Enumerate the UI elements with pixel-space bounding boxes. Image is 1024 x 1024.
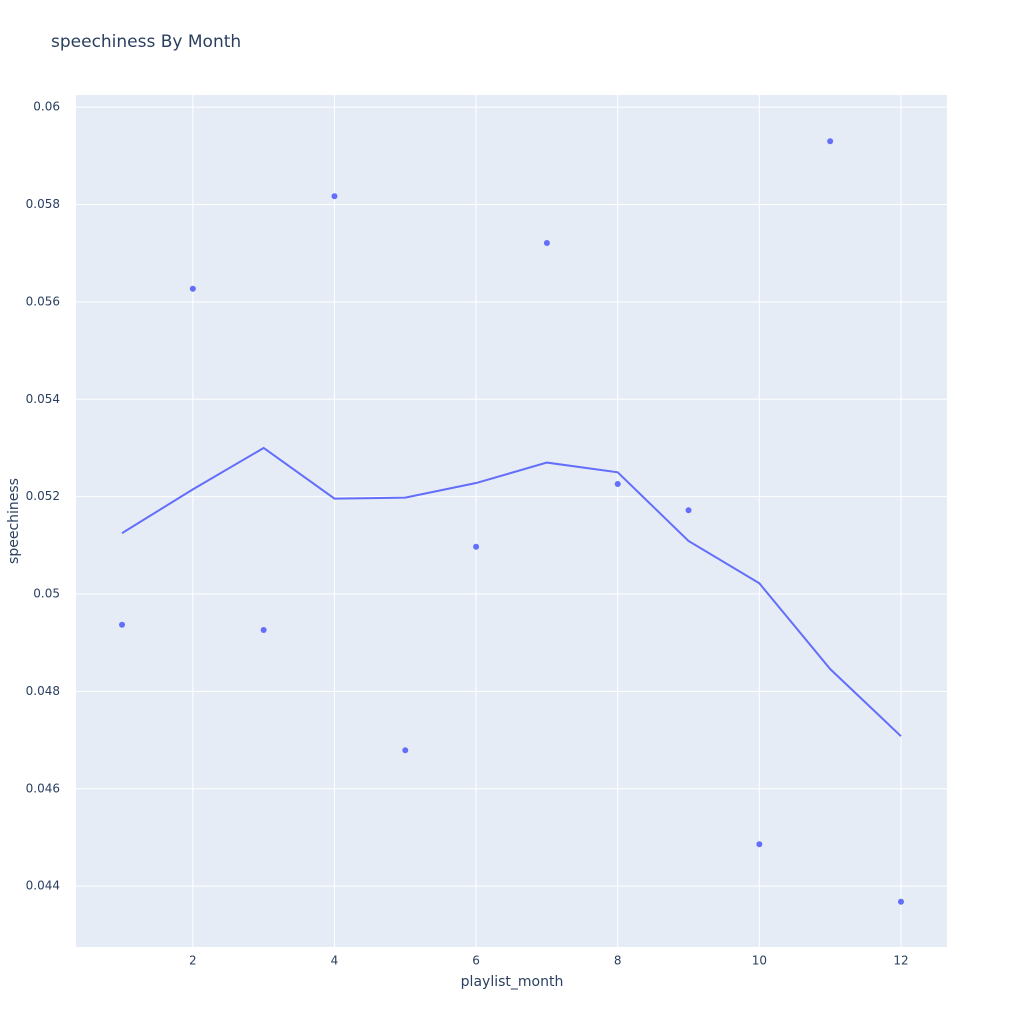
y-tick-label: 0.06 xyxy=(33,100,60,114)
y-tick-label: 0.048 xyxy=(26,684,60,698)
marker xyxy=(685,507,692,514)
y-tick-label: 0.058 xyxy=(26,197,60,211)
chart-title: speechiness By Month xyxy=(51,32,241,52)
y-tick-label: 0.05 xyxy=(33,587,60,601)
y-tick-label: 0.046 xyxy=(26,781,60,795)
marker xyxy=(119,621,126,628)
y-axis-title: speechiness xyxy=(6,478,22,564)
marker xyxy=(756,841,763,848)
x-axis-title: playlist_month xyxy=(461,974,564,990)
x-tick-label: 12 xyxy=(893,954,908,968)
marker xyxy=(473,543,480,550)
x-tick-label: 6 xyxy=(472,954,480,968)
x-tick-label: 4 xyxy=(331,954,339,968)
marker xyxy=(260,627,267,634)
plot-area xyxy=(76,95,947,947)
y-tick-label: 0.052 xyxy=(26,489,60,503)
x-tick-label: 8 xyxy=(614,954,622,968)
marker xyxy=(543,240,550,247)
y-tick-label: 0.056 xyxy=(26,294,60,308)
line xyxy=(121,446,902,737)
marker xyxy=(189,285,196,292)
marker xyxy=(614,480,621,487)
x-tick-label: 2 xyxy=(189,954,197,968)
marker xyxy=(331,193,338,200)
marker xyxy=(827,138,834,145)
marker xyxy=(402,747,409,754)
marker xyxy=(897,898,904,905)
y-tick-label: 0.044 xyxy=(26,879,60,893)
y-tick-label: 0.054 xyxy=(26,392,60,406)
x-tick-label: 10 xyxy=(752,954,767,968)
